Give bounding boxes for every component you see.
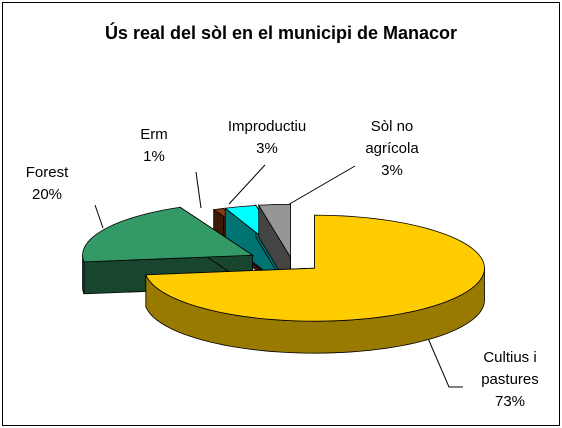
slice-value-label: 3% [381,162,403,179]
slice-label: Improductiu 3% [212,116,322,160]
slice-name: Erm [140,126,168,143]
chart-title: Ús real del sòl en el municipi de Manaco… [104,23,458,43]
slice-top [82,206,254,263]
slice-top [145,214,485,322]
slice-value-label: 1% [143,148,165,165]
slice-name: Cultius i pastures [481,349,539,388]
pie [82,203,485,354]
leader-lines [94,164,463,388]
slice-label: Erm 1% [124,124,184,168]
slice [145,214,485,354]
slice-value-label: 73% [494,393,526,410]
slice-name: Forest [25,164,69,181]
leader-line [94,204,104,229]
slice-label: Sòl no agrícola 3% [347,116,437,182]
leader-line [228,164,266,205]
slice-label: Cultius i pastures 73% [465,347,555,413]
slice-name: Sòl no agrícola [365,118,419,157]
slice-value-label: 20% [31,186,63,203]
slice-label: Forest 20% [2,162,92,206]
slice-top [258,203,291,259]
leader-line [195,171,202,209]
slice-name: Improductiu [227,118,307,135]
slice-value-label: 3% [256,140,278,157]
leader-line [420,321,463,388]
